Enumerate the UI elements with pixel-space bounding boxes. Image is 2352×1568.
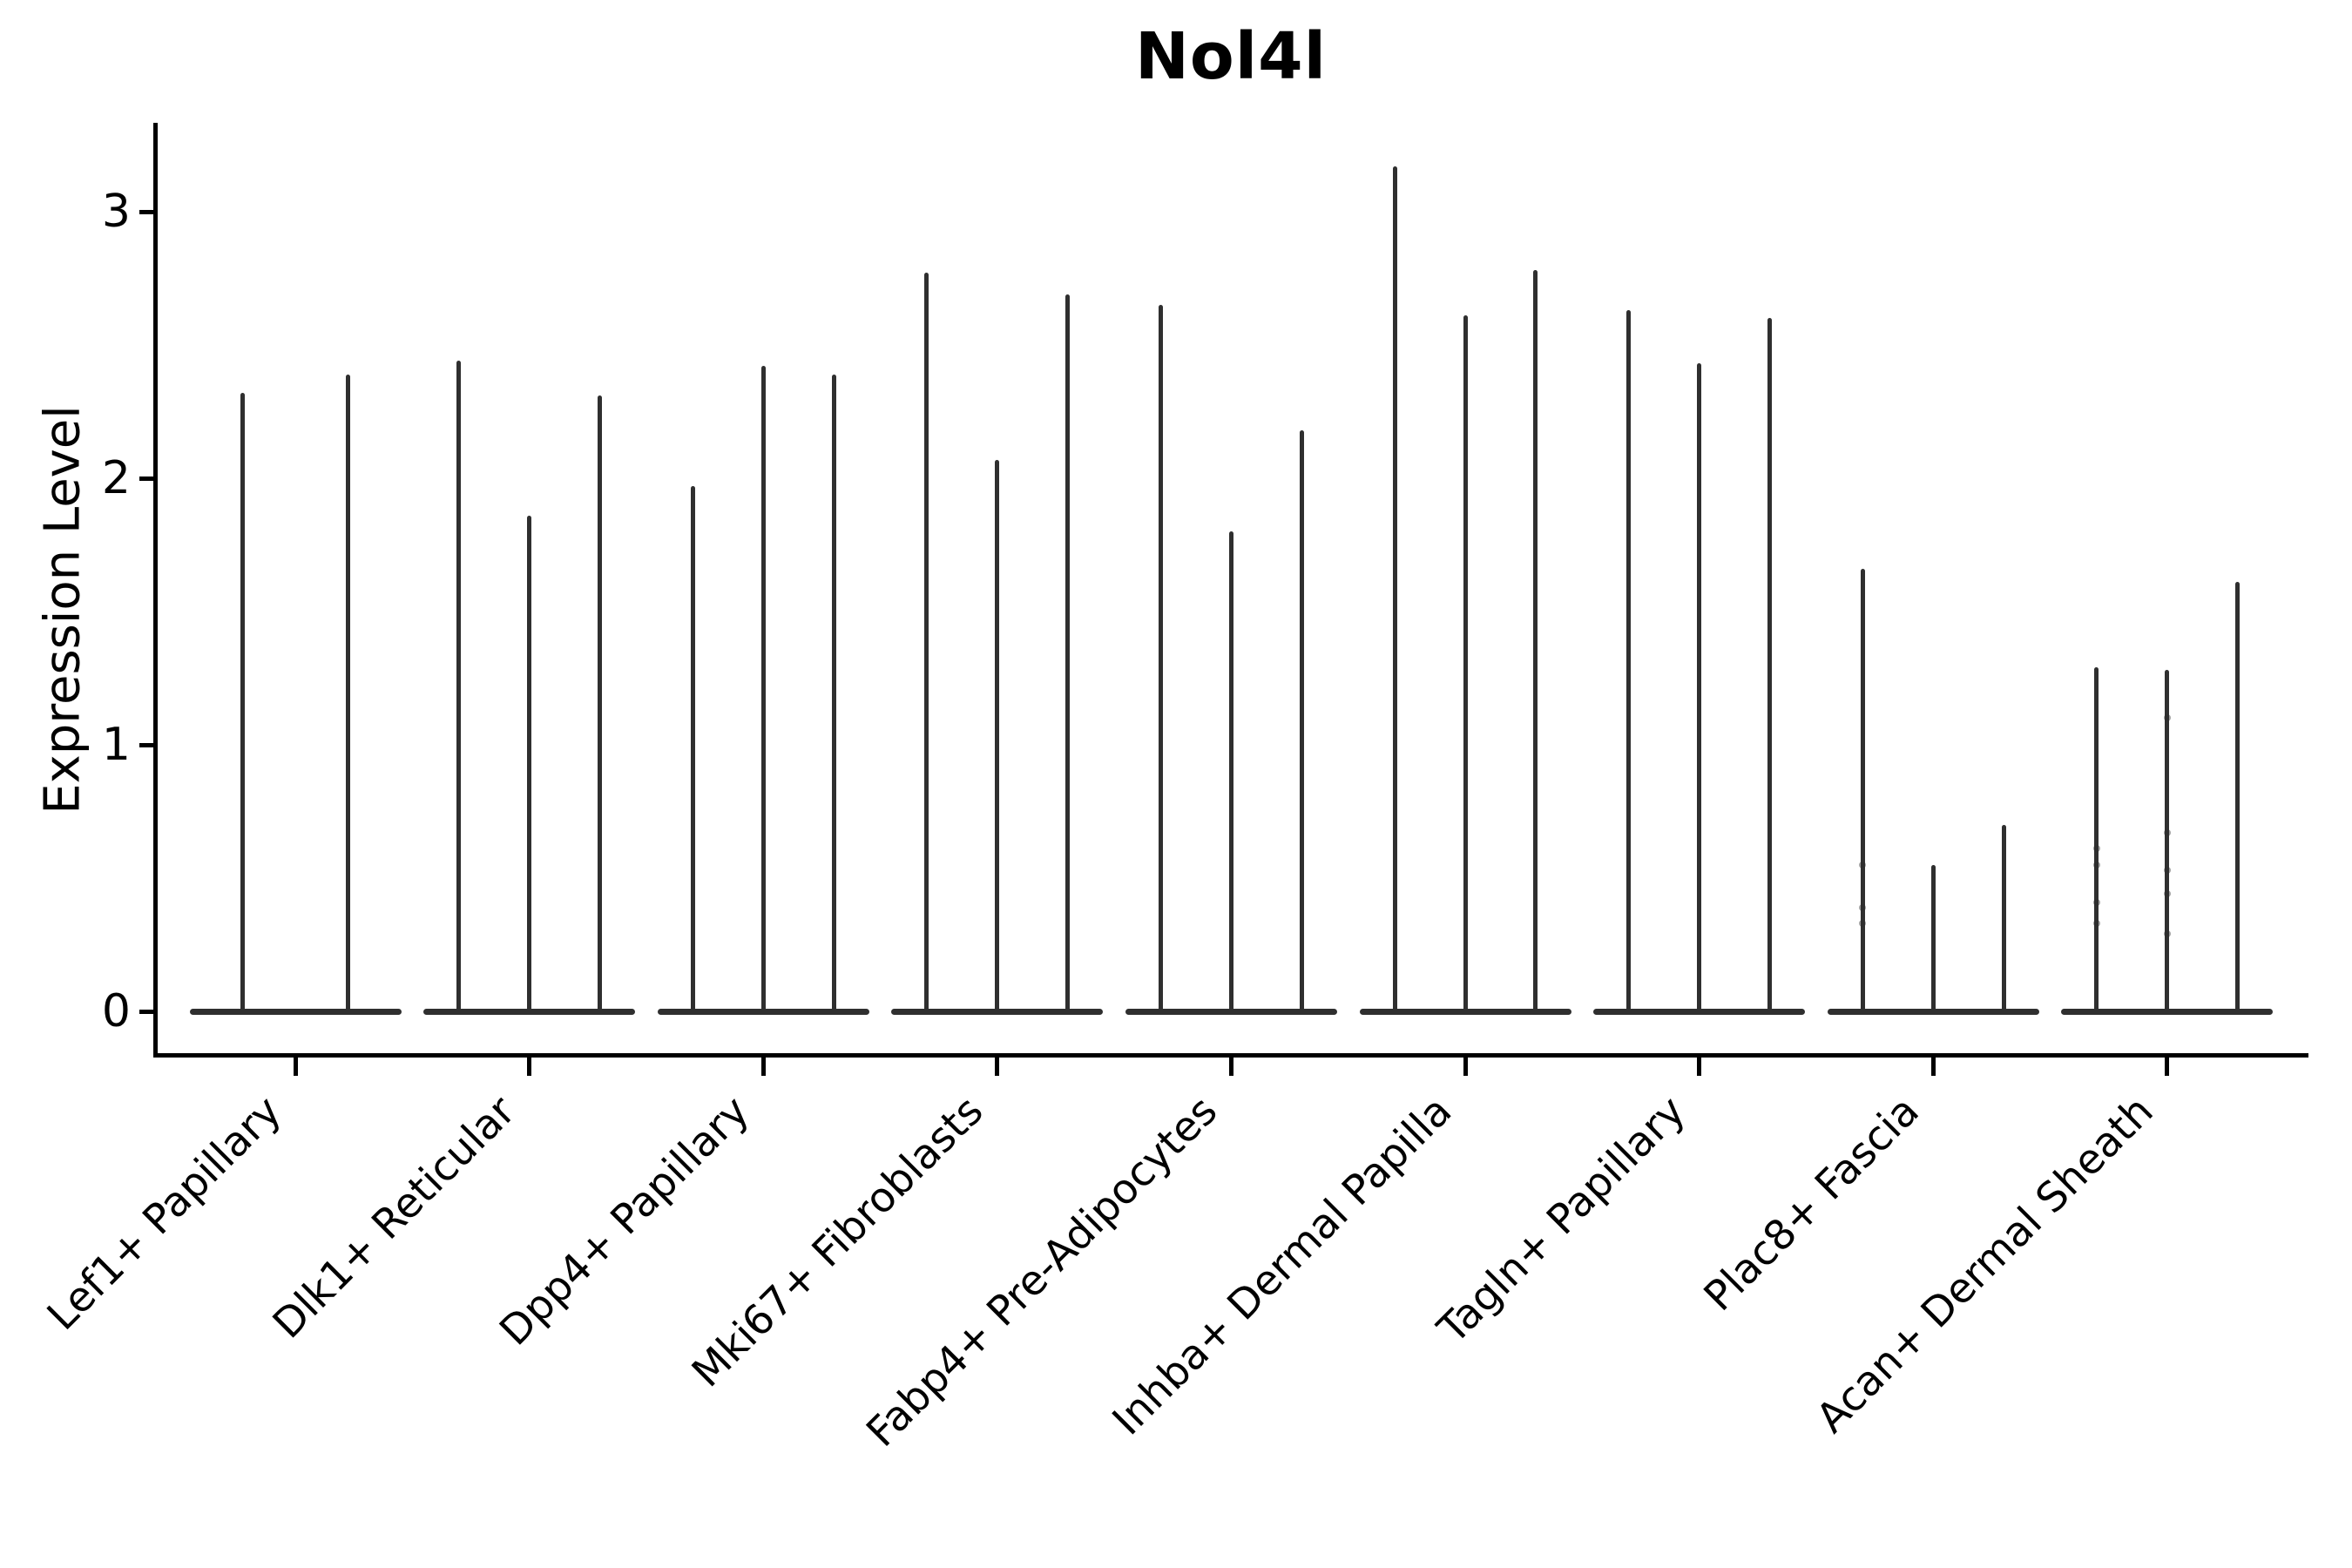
violin-spike	[240, 393, 245, 1014]
violin-spike	[2235, 582, 2240, 1014]
violin-spike	[1626, 310, 1632, 1014]
x-tick-mark	[293, 1053, 298, 1076]
violin-spike	[346, 374, 351, 1014]
plot-title: Nol4l	[1135, 19, 1327, 94]
violin-spike	[598, 395, 602, 1014]
violin-spike	[1860, 569, 1865, 1014]
violin-spike	[1697, 363, 1702, 1014]
violin-spike	[1930, 864, 1936, 1014]
x-tick-mark	[1697, 1053, 1702, 1076]
violin-spike	[1299, 429, 1304, 1014]
x-tick-mark	[760, 1053, 766, 1076]
jitter-point	[2163, 714, 2171, 722]
y-tick-label: 2	[101, 452, 131, 504]
violin-spike	[995, 459, 1000, 1014]
violin-spike	[2094, 667, 2099, 1014]
jitter-point	[2163, 930, 2171, 938]
violin-spike	[2001, 824, 2006, 1014]
y-axis-spine	[153, 123, 158, 1058]
x-tick-mark	[995, 1053, 1000, 1076]
y-tick-mark	[139, 742, 154, 747]
violin-spike	[831, 374, 836, 1014]
jitter-point	[2163, 866, 2171, 874]
jitter-point	[1859, 920, 1867, 928]
jitter-point	[2092, 845, 2100, 853]
violin-spike	[456, 361, 462, 1014]
x-tick-label: Dpp4+ Papillary	[490, 1086, 759, 1355]
y-tick-label: 3	[101, 186, 131, 238]
x-tick-label: Lef1+ Papillary	[37, 1086, 291, 1340]
violin-spike	[1533, 270, 1538, 1014]
violin-base	[189, 1008, 402, 1015]
x-tick-mark	[527, 1053, 532, 1076]
violin-spike	[2165, 670, 2170, 1014]
violin-spike	[760, 366, 766, 1014]
jitter-point	[2092, 898, 2100, 906]
violin-spike	[1767, 318, 1772, 1014]
y-tick-mark	[139, 476, 154, 481]
y-tick-mark	[139, 1009, 154, 1014]
jitter-point	[2163, 890, 2171, 898]
violin-spike	[1065, 294, 1071, 1014]
x-tick-label: Plac8+ Fascia	[1694, 1086, 1929, 1321]
violin-spike	[924, 273, 929, 1014]
violin-spike	[1228, 531, 1233, 1014]
y-tick-mark	[139, 209, 154, 214]
y-tick-label: 0	[101, 985, 131, 1037]
x-tick-mark	[1463, 1053, 1468, 1076]
x-tick-mark	[1228, 1053, 1233, 1076]
jitter-point	[1859, 903, 1867, 911]
jitter-point	[1859, 861, 1867, 868]
x-tick-mark	[1930, 1053, 1936, 1076]
x-tick-label: Dlk1+ Reticular	[263, 1086, 525, 1348]
violin-spike	[690, 486, 695, 1014]
violin-spike	[1392, 166, 1397, 1014]
jitter-point	[2092, 861, 2100, 868]
jitter-point	[2092, 920, 2100, 928]
x-tick-label: Tagln+ Papillary	[1429, 1086, 1695, 1354]
violin-spike	[1463, 315, 1468, 1014]
y-tick-label: 1	[101, 719, 131, 771]
violin-spike	[1159, 305, 1163, 1014]
x-tick-mark	[2165, 1053, 2170, 1076]
jitter-point	[2163, 828, 2171, 836]
violin-spike	[527, 515, 532, 1014]
